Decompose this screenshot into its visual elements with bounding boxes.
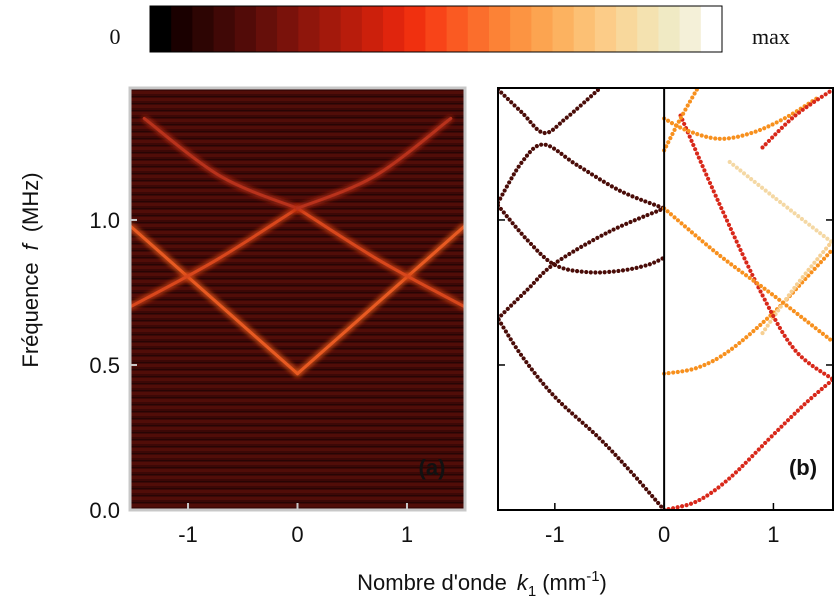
dotted-curve <box>662 206 833 344</box>
dotted-curve <box>678 113 833 382</box>
heatmap-plot <box>130 88 465 510</box>
color-swatch <box>658 6 681 52</box>
dotted-curve <box>498 142 667 211</box>
x-tick-label: -1 <box>178 522 198 547</box>
color-swatch <box>340 6 363 52</box>
color-swatch <box>255 6 278 52</box>
color-swatch <box>637 6 659 52</box>
label-part: (MHz) <box>18 172 43 232</box>
label-part: -1 <box>586 568 599 585</box>
panel-label: (b) <box>789 455 817 480</box>
label-part: Nombre d'onde <box>357 570 507 595</box>
color-swatch <box>531 6 554 52</box>
color-swatch <box>192 6 215 52</box>
label-part: (mm <box>542 570 586 595</box>
label-part: ) <box>600 570 607 595</box>
color-swatch <box>404 6 426 52</box>
color-swatch <box>319 6 342 52</box>
dotted-curve <box>760 238 833 336</box>
color-swatch <box>552 6 575 52</box>
dotted-curve <box>662 88 700 153</box>
y-axis-label: Fréquence f (MHz) <box>18 172 43 367</box>
dotted-curve <box>662 377 833 510</box>
colorbar-frame <box>149 5 723 53</box>
dotted-curve <box>498 316 667 510</box>
x-tick-label: 0 <box>291 522 303 547</box>
color-swatch <box>150 6 172 52</box>
color-swatch <box>425 6 448 52</box>
ridge <box>296 116 453 210</box>
dotted-curve <box>727 159 833 246</box>
color-swatch <box>234 6 257 52</box>
color-swatch <box>616 6 638 52</box>
color-swatch <box>361 6 384 52</box>
color-swatch <box>467 6 490 52</box>
label-part: 1 <box>528 583 536 600</box>
dotted-curve <box>498 203 667 275</box>
x-tick-label: 1 <box>401 522 413 547</box>
dotted-curve <box>760 88 833 150</box>
ridge <box>142 116 299 210</box>
color-swatch <box>383 6 405 52</box>
colorbar-max-label: max <box>752 24 790 49</box>
ridge <box>296 224 465 376</box>
dotted-curve <box>662 246 833 376</box>
ridge <box>130 206 299 309</box>
line-plot <box>498 88 833 510</box>
ridge <box>296 206 465 309</box>
dotted-curve <box>662 96 820 141</box>
x-axis-label: Nombre d'onde k1 (mm-1) <box>357 568 607 600</box>
x-tick-label: 1 <box>767 522 779 547</box>
label-part: f <box>18 241 43 250</box>
label-part: k <box>517 570 529 595</box>
color-swatch <box>277 6 299 52</box>
y-tick-label: 0.0 <box>89 498 120 523</box>
x-tick-label: -1 <box>545 522 565 547</box>
x-tick-label: 0 <box>658 522 670 547</box>
color-swatch <box>510 6 532 52</box>
panel-label: (a) <box>419 455 446 480</box>
plot-frame <box>497 87 834 511</box>
color-swatch <box>594 6 617 52</box>
y-tick-label: 1.0 <box>89 208 120 233</box>
dotted-curve <box>498 206 667 321</box>
label-part: Fréquence <box>18 262 43 367</box>
dotted-curve <box>498 88 601 136</box>
color-swatch <box>298 6 320 52</box>
color-swatch <box>573 6 596 52</box>
y-tick-label: 0.5 <box>89 353 120 378</box>
color-swatch <box>213 6 236 52</box>
ridge <box>130 224 299 376</box>
color-swatch <box>488 6 511 52</box>
color-swatch <box>171 6 193 52</box>
color-swatch <box>679 6 702 52</box>
color-swatch <box>446 6 469 52</box>
colorbar-min-label: 0 <box>110 24 121 49</box>
color-swatch <box>700 6 723 52</box>
